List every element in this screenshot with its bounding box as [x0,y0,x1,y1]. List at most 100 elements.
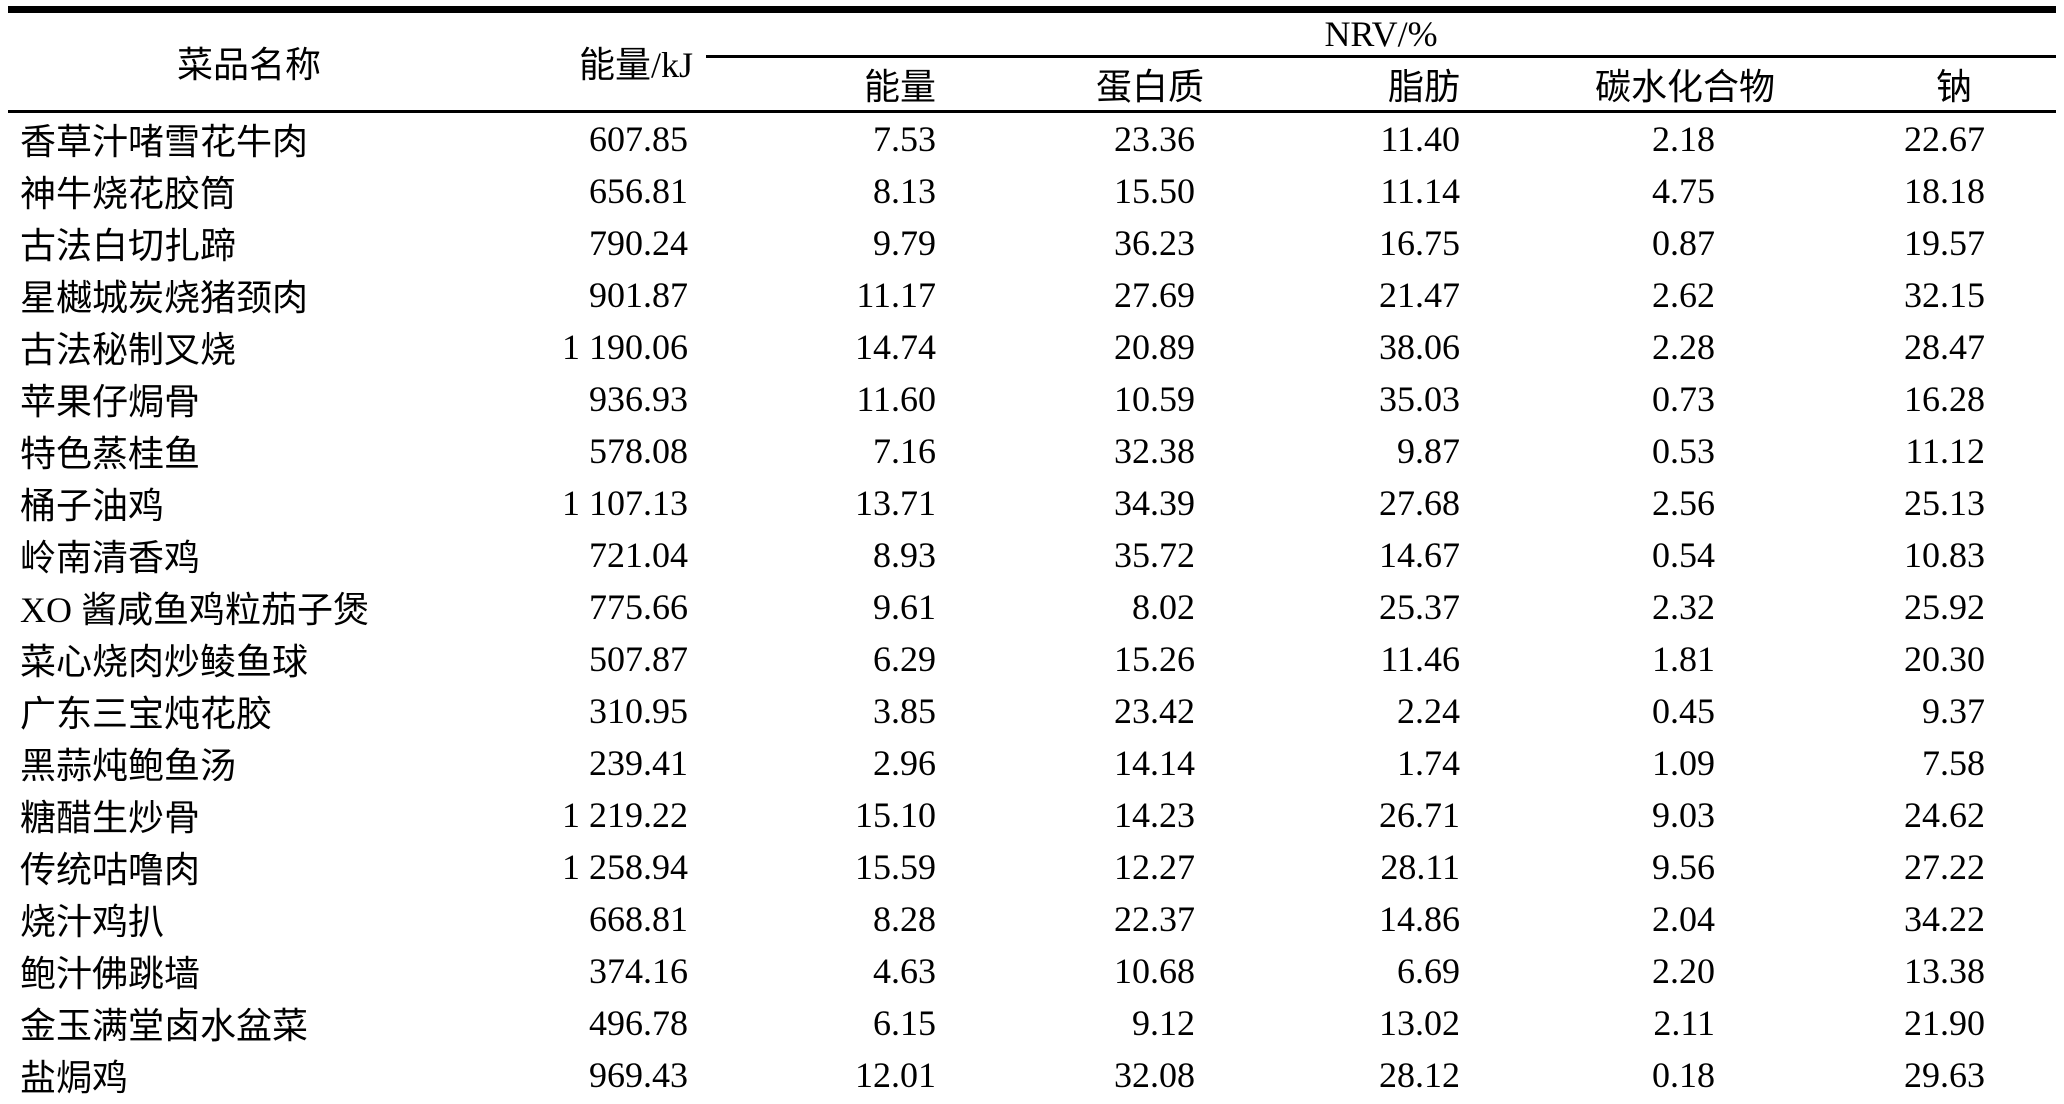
nrv-energy-cell: 8.28 [873,899,936,939]
nrv-protein-cell: 12.27 [1114,847,1195,887]
nrv-protein-cell: 10.59 [1114,379,1195,419]
dish-name-cell: 糖醋生炒骨 [20,798,201,838]
energy-kj-cell: 507.87 [589,639,688,679]
energy-kj-cell: 1 190.06 [562,327,688,367]
table-row: 神牛烧花胶筒 656.81 8.13 15.50 11.14 4.75 18.1… [8,165,2056,217]
nrv-carb-cell: 1.81 [1652,639,1715,679]
dish-name-cell: 特色蒸桂鱼 [20,434,201,474]
table-row: 黑蒜炖鲍鱼汤 239.41 2.96 14.14 1.74 1.09 7.58 [8,737,2056,789]
nrv-sodium-cell: 25.92 [1904,587,1985,627]
nrv-carb-cell: 0.18 [1652,1055,1715,1095]
nrv-carb-cell: 1.09 [1652,743,1715,783]
nrv-sodium-cell: 24.62 [1904,795,1985,835]
table-row: 桶子油鸡 1 107.13 13.71 34.39 27.68 2.56 25.… [8,477,2056,529]
dish-name-cell: XO 酱咸鱼鸡粒茄子煲 [20,590,369,630]
nrv-sodium-cell: 25.13 [1904,483,1985,523]
dish-name-cell: 岭南清香鸡 [20,538,201,578]
nrv-energy-cell: 13.71 [855,483,936,523]
nrv-protein-cell: 22.37 [1114,899,1195,939]
nrv-carb-cell: 0.45 [1652,691,1715,731]
nrv-fat-cell: 28.11 [1380,847,1460,887]
nrv-carb-cell: 0.87 [1652,223,1715,263]
nrv-protein-cell: 14.23 [1114,795,1195,835]
table-row: 香草汁啫雪花牛肉 607.85 7.53 23.36 11.40 2.18 22… [8,112,2056,166]
nrv-fat-cell: 14.86 [1379,899,1460,939]
dish-name-cell: 广东三宝炖花胶 [20,694,273,734]
nrv-protein-cell: 32.08 [1114,1055,1195,1095]
nrv-sodium-cell: 13.38 [1904,951,1985,991]
table-row: 苹果仔焗骨 936.93 11.60 10.59 35.03 0.73 16.2… [8,373,2056,425]
header-dish-name: 菜品名称 [8,9,390,113]
header-nrv-protein: 蛋白质 [945,56,1210,113]
nrv-protein-cell: 10.68 [1114,951,1195,991]
nrv-protein-cell: 15.26 [1114,639,1195,679]
nrv-sodium-cell: 11.12 [1905,431,1985,471]
nrv-energy-cell: 8.93 [873,535,936,575]
nrv-fat-cell: 11.40 [1380,119,1460,159]
nrv-protein-cell: 35.72 [1114,535,1195,575]
nrv-carb-cell: 2.32 [1652,587,1715,627]
nrv-energy-cell: 15.10 [855,795,936,835]
energy-kj-cell: 901.87 [589,275,688,315]
dish-name-cell: 星樾城炭烧猪颈肉 [20,278,309,318]
nrv-energy-cell: 12.01 [855,1055,936,1095]
table-row: 特色蒸桂鱼 578.08 7.16 32.38 9.87 0.53 11.12 [8,425,2056,477]
energy-kj-cell: 374.16 [589,951,688,991]
nrv-fat-cell: 14.67 [1379,535,1460,575]
nrv-energy-cell: 8.13 [873,171,936,211]
table-row: 古法秘制叉烧 1 190.06 14.74 20.89 38.06 2.28 2… [8,321,2056,373]
nrv-carb-cell: 2.56 [1652,483,1715,523]
nrv-energy-cell: 11.17 [856,275,936,315]
dish-name-cell: 神牛烧花胶筒 [20,174,237,214]
nrv-sodium-cell: 21.90 [1904,1003,1985,1043]
nrv-sodium-cell: 19.57 [1904,223,1985,263]
nrv-fat-cell: 9.87 [1397,431,1460,471]
energy-kj-cell: 1 219.22 [562,795,688,835]
nrv-sodium-cell: 20.30 [1904,639,1985,679]
nrv-carb-cell: 9.03 [1652,795,1715,835]
nrv-carb-cell: 0.73 [1652,379,1715,419]
nrv-fat-cell: 25.37 [1379,587,1460,627]
dish-name-cell: 桶子油鸡 [20,486,165,526]
energy-kj-cell: 578.08 [589,431,688,471]
dish-name-cell: 古法秘制叉烧 [20,330,237,370]
table-row: 盐焗鸡 969.43 12.01 32.08 28.12 0.18 29.63 [8,1049,2056,1101]
nrv-protein-cell: 23.36 [1114,119,1195,159]
nrv-sodium-cell: 9.37 [1922,691,1985,731]
nrv-protein-cell: 32.38 [1114,431,1195,471]
dish-name-cell: 金玉满堂卤水盆菜 [20,1006,309,1046]
nrv-fat-cell: 11.14 [1380,171,1460,211]
nrv-energy-cell: 6.29 [873,639,936,679]
nutrition-nrv-table: 菜品名称 能量/kJ NRV/% 能量 蛋白质 脂肪 碳水化合物 钠 香草汁啫雪… [8,6,2056,1104]
header-nrv-carbohydrate: 碳水化合物 [1468,56,1775,113]
header-nrv-fat: 脂肪 [1210,56,1468,113]
header-energy-kj: 能量/kJ [390,9,706,113]
energy-kj-cell: 775.66 [589,587,688,627]
table-body: 香草汁啫雪花牛肉 607.85 7.53 23.36 11.40 2.18 22… [8,112,2056,1104]
nrv-energy-cell: 4.63 [873,951,936,991]
nrv-fat-cell: 38.06 [1379,327,1460,367]
table-row: 传统咕噜肉 1 258.94 15.59 12.27 28.11 9.56 27… [8,841,2056,893]
nrv-fat-cell: 13.02 [1379,1003,1460,1043]
table-row: 菜心烧肉炒鲮鱼球 507.87 6.29 15.26 11.46 1.81 20… [8,633,2056,685]
energy-kj-cell: 656.81 [589,171,688,211]
nrv-energy-cell: 3.85 [873,691,936,731]
nrv-protein-cell: 27.69 [1114,275,1195,315]
nrv-sodium-cell: 28.47 [1904,327,1985,367]
table-row: 岭南清香鸡 721.04 8.93 35.72 14.67 0.54 10.83 [8,529,2056,581]
nrv-protein-cell: 36.23 [1114,223,1195,263]
nrv-protein-cell: 8.02 [1132,587,1195,627]
nrv-fat-cell: 11.46 [1380,639,1460,679]
header-nrv-sodium: 钠 [1775,56,2056,113]
energy-kj-cell: 1 107.13 [562,483,688,523]
nrv-fat-cell: 35.03 [1379,379,1460,419]
nrv-sodium-cell: 22.67 [1904,119,1985,159]
nrv-carb-cell: 2.28 [1652,327,1715,367]
nrv-energy-cell: 6.15 [873,1003,936,1043]
table-row: 金玉满堂卤水盆菜 496.78 6.15 9.12 13.02 2.11 21.… [8,997,2056,1049]
header-nrv-group: NRV/% [706,9,2056,58]
nrv-fat-cell: 16.75 [1379,223,1460,263]
nrv-carb-cell: 0.53 [1652,431,1715,471]
dish-name-cell: 传统咕噜肉 [20,850,201,890]
nrv-carb-cell: 2.11 [1653,1003,1715,1043]
